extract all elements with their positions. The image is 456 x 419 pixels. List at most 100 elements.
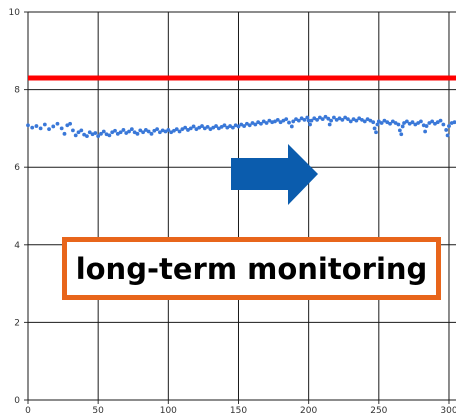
data-point xyxy=(191,124,196,129)
data-point xyxy=(101,129,106,134)
data-point xyxy=(155,127,160,132)
data-point xyxy=(110,130,115,135)
data-point xyxy=(250,121,255,125)
data-point xyxy=(107,133,112,138)
data-point xyxy=(397,128,402,133)
data-point xyxy=(433,121,437,126)
data-point xyxy=(267,118,272,123)
tick-label-x: 300 xyxy=(440,406,456,416)
data-point xyxy=(59,126,64,131)
data-point xyxy=(158,130,162,135)
data-point xyxy=(197,125,202,130)
data-point xyxy=(121,128,126,132)
data-point xyxy=(79,128,84,133)
data-point xyxy=(308,122,312,127)
data-point xyxy=(65,123,70,128)
tick-label-y: 10 xyxy=(9,8,21,18)
data-point xyxy=(296,118,301,123)
data-point xyxy=(385,120,390,125)
data-point xyxy=(205,124,210,129)
data-point xyxy=(253,122,258,127)
tick-labels: 0 50 100 150 200 250 300 0 2 4 6 8 10 xyxy=(9,8,456,416)
data-point xyxy=(200,124,204,128)
data-point xyxy=(275,117,280,122)
data-point xyxy=(372,126,377,131)
data-point xyxy=(340,117,345,122)
data-point xyxy=(351,117,356,121)
data-point xyxy=(38,126,43,131)
data-point xyxy=(407,121,412,126)
data-point xyxy=(55,121,60,126)
data-point xyxy=(93,131,98,135)
data-point xyxy=(208,127,213,132)
data-points xyxy=(26,114,456,139)
data-point xyxy=(348,119,353,124)
data-point xyxy=(379,121,384,125)
data-point xyxy=(96,134,101,139)
data-point xyxy=(34,124,39,128)
data-point xyxy=(118,130,123,135)
tick-label-x: 150 xyxy=(230,406,247,416)
data-point xyxy=(73,133,78,138)
data-point xyxy=(169,130,174,135)
data-point xyxy=(152,128,157,133)
data-point xyxy=(287,120,291,125)
data-point xyxy=(354,118,359,123)
data-point xyxy=(99,131,103,136)
data-point xyxy=(312,116,317,121)
data-point xyxy=(247,123,252,128)
data-point xyxy=(326,116,331,121)
data-point xyxy=(402,121,406,125)
data-point xyxy=(129,127,134,132)
data-point xyxy=(360,117,364,122)
data-point xyxy=(404,119,409,124)
data-point xyxy=(172,128,176,133)
data-point xyxy=(245,121,249,126)
tick-label-y: 2 xyxy=(14,318,20,328)
data-point xyxy=(256,120,261,125)
data-point xyxy=(323,114,328,119)
data-point xyxy=(305,115,310,120)
tick-label-y: 8 xyxy=(14,86,20,96)
grid-lines xyxy=(28,11,456,400)
tick-label-x: 50 xyxy=(92,406,104,416)
tick-label-x: 250 xyxy=(370,406,387,416)
data-point xyxy=(214,124,218,128)
tick-label-x: 100 xyxy=(160,406,177,416)
data-point xyxy=(259,121,263,126)
data-point xyxy=(329,118,334,123)
tick-label-y: 6 xyxy=(14,163,20,173)
data-point xyxy=(76,130,81,135)
data-point xyxy=(299,116,304,121)
data-point xyxy=(273,119,277,124)
data-point xyxy=(216,126,221,131)
data-point xyxy=(163,129,168,134)
data-point xyxy=(441,122,446,127)
data-point xyxy=(166,128,171,132)
data-point xyxy=(357,116,362,121)
data-point xyxy=(146,129,151,134)
data-point xyxy=(42,122,47,127)
data-point xyxy=(424,124,429,128)
data-point xyxy=(390,119,395,124)
data-point xyxy=(124,131,129,135)
data-point xyxy=(427,121,432,125)
data-point xyxy=(327,122,332,127)
data-point xyxy=(445,133,450,138)
tick-label-x: 200 xyxy=(300,406,317,416)
data-point xyxy=(375,122,380,127)
data-point xyxy=(315,117,319,122)
data-point xyxy=(85,134,89,139)
data-point xyxy=(26,123,30,128)
arrow-shape xyxy=(231,144,318,205)
data-point xyxy=(400,124,405,129)
data-point xyxy=(382,118,387,123)
annotation-box: long-term monitoring xyxy=(62,237,441,300)
data-point xyxy=(365,117,370,121)
data-point xyxy=(289,124,294,129)
data-point xyxy=(242,124,247,128)
data-point xyxy=(87,130,92,135)
data-point xyxy=(444,128,449,132)
data-point xyxy=(30,125,35,130)
